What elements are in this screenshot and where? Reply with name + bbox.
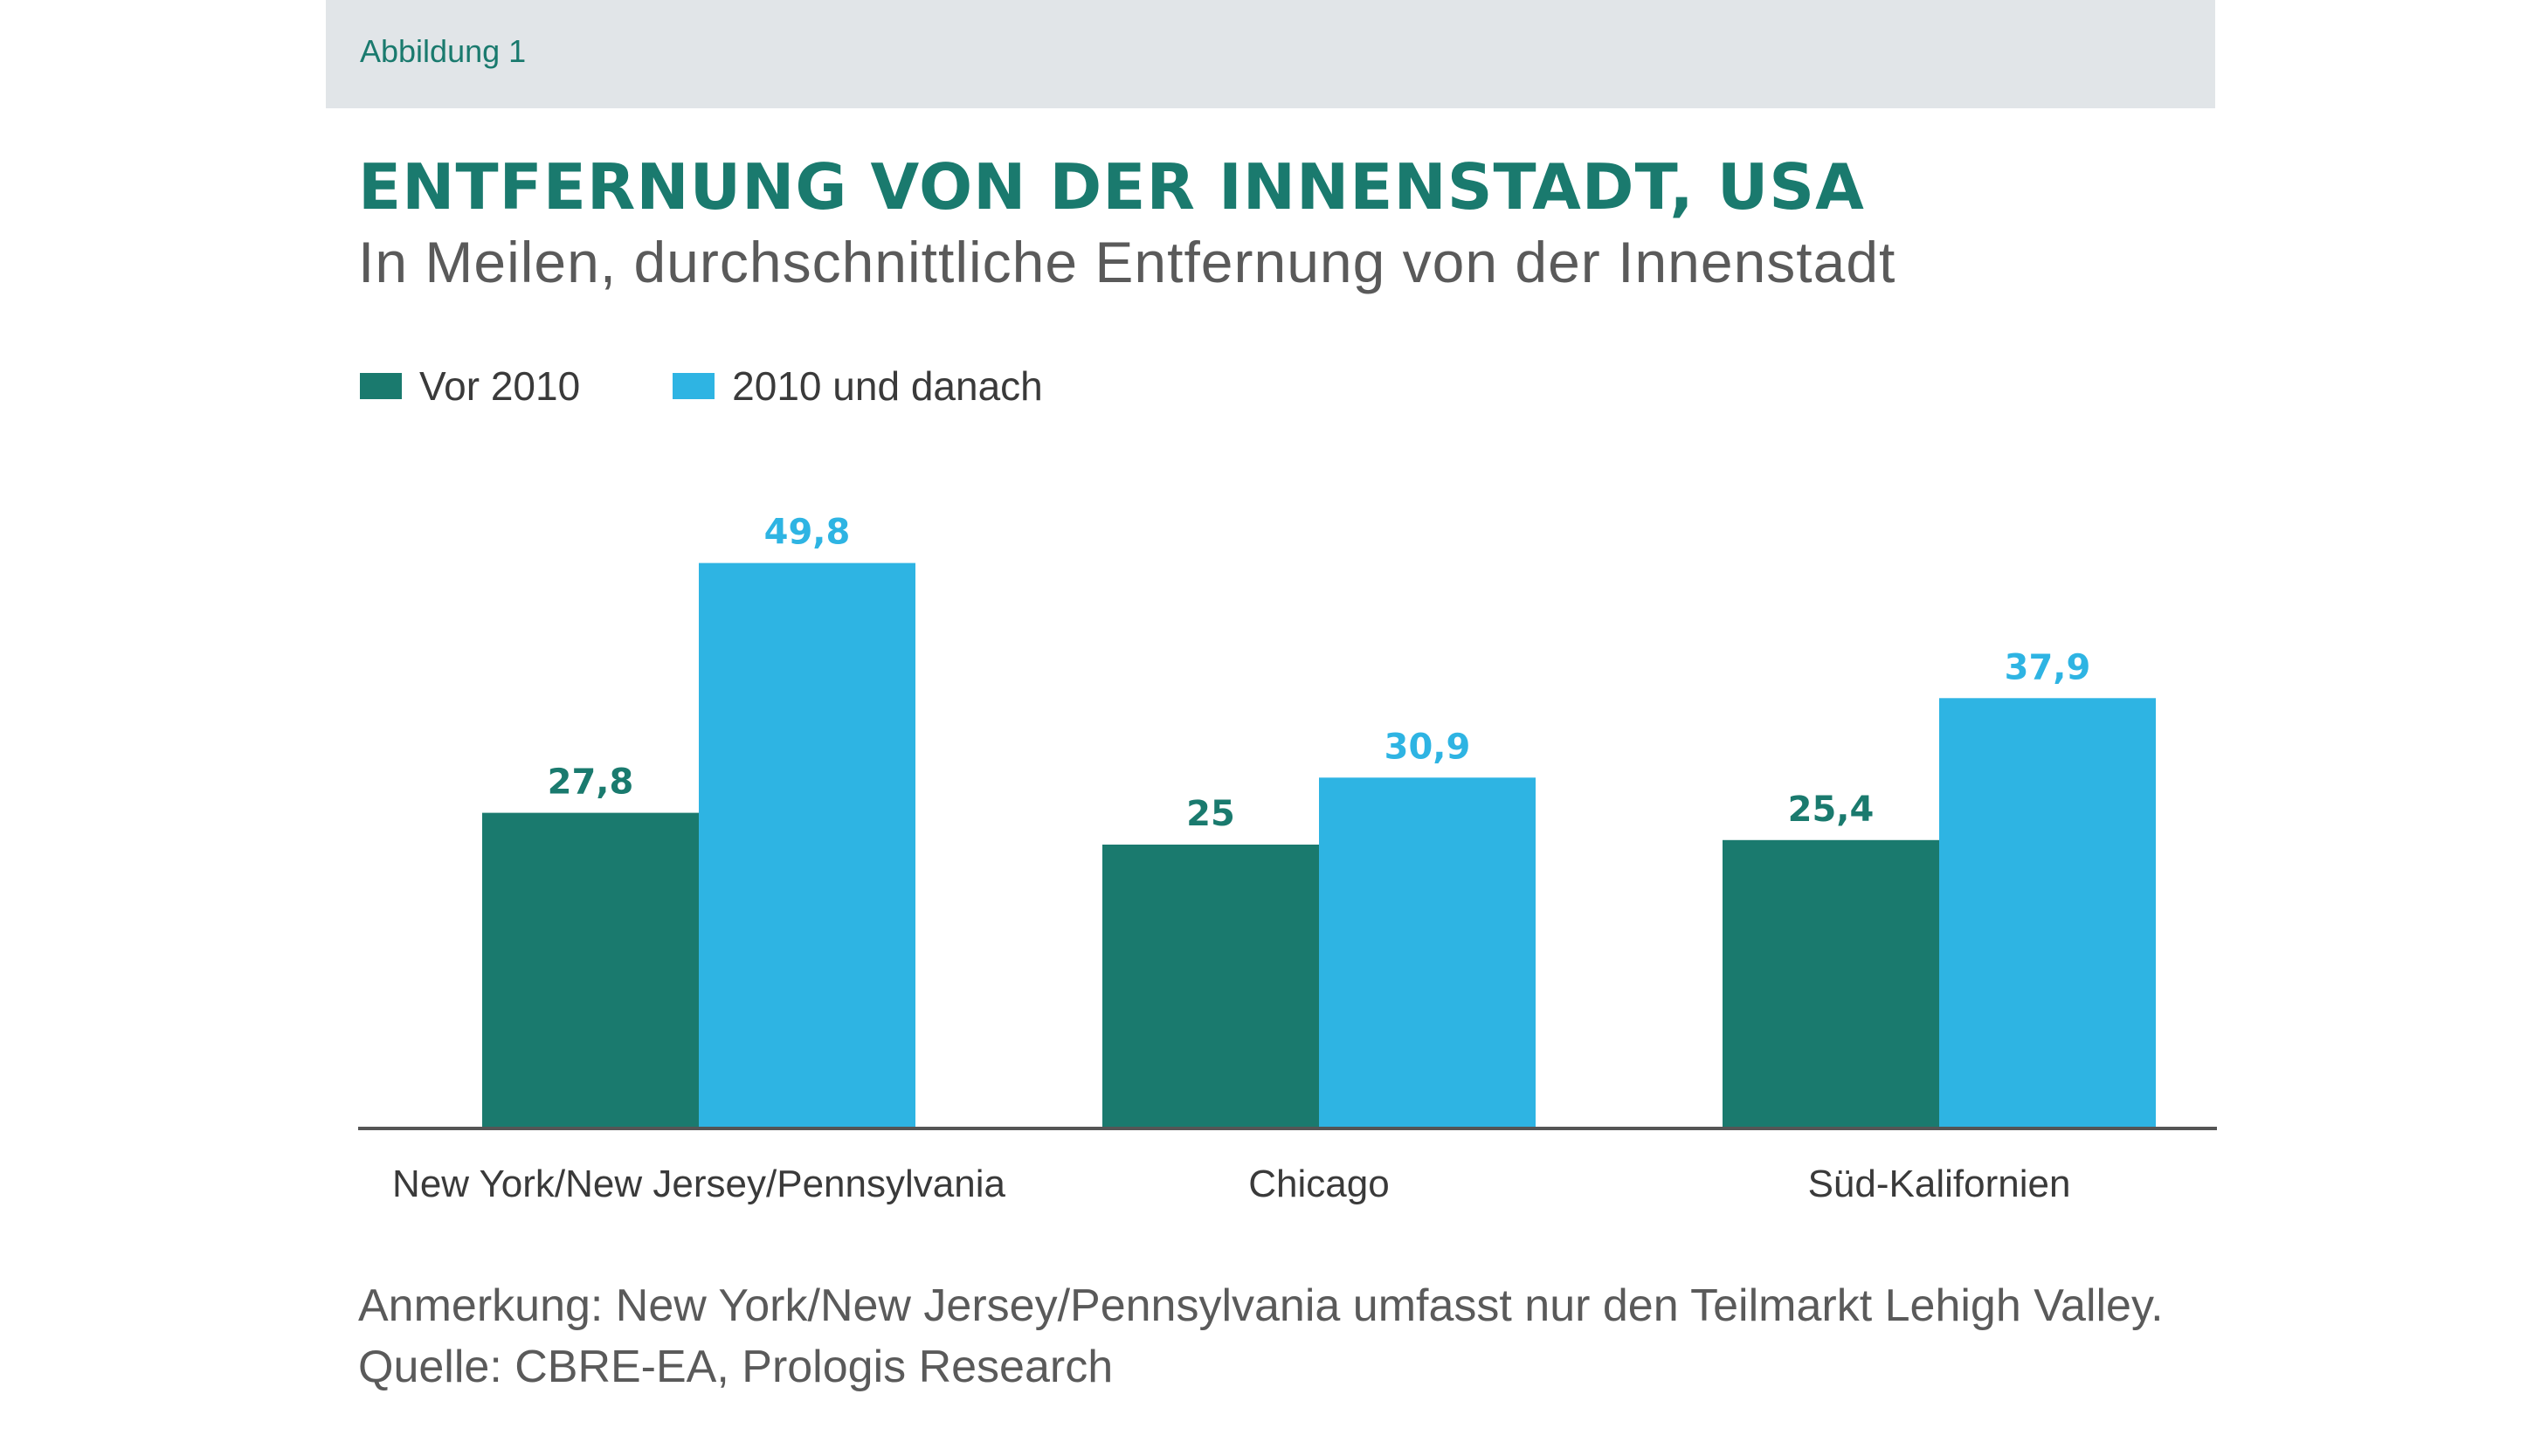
bar-new-york-new-jersey-pennsylvania-2010-und-danach [699, 562, 915, 1128]
legend-label-vor-2010: Vor 2010 [419, 363, 581, 409]
legend-item-2010-und-danach: 2010 und danach [673, 362, 1043, 410]
category-label-chicago: Chicago [1248, 1163, 1389, 1205]
chart-footnote: Anmerkung: New York/New Jersey/Pennsylva… [358, 1275, 2164, 1397]
bar-new-york-new-jersey-pennsylvania-vor-2010 [482, 812, 699, 1128]
data-label-new-york-new-jersey-pennsylvania-2010-und-danach: 49,8 [764, 513, 851, 553]
legend-label-2010-und-danach: 2010 und danach [732, 363, 1043, 409]
category-label-sued-kalifornien: Süd-Kalifornien [1808, 1163, 2071, 1205]
data-label-new-york-new-jersey-pennsylvania-vor-2010: 27,8 [548, 763, 634, 803]
chart-legend: Vor 2010 2010 und danach [360, 360, 1136, 412]
footnote-note: Anmerkung: New York/New Jersey/Pennsylva… [358, 1280, 2164, 1331]
data-label-chicago-vor-2010: 25 [1186, 794, 1235, 834]
figure-header-band [326, 0, 2215, 108]
bar-chicago-2010-und-danach [1319, 777, 1536, 1128]
legend-swatch-2010-und-danach [673, 373, 715, 399]
bar-sued-kalifornien-vor-2010 [1723, 839, 1939, 1128]
data-label-sued-kalifornien-2010-und-danach: 37,9 [2005, 647, 2091, 687]
figure-label: Abbildung 1 [360, 33, 527, 69]
bar-chicago-vor-2010 [1102, 845, 1319, 1128]
data-label-chicago-2010-und-danach: 30,9 [1384, 727, 1471, 767]
data-label-sued-kalifornien-vor-2010: 25,4 [1788, 790, 1875, 830]
chart-subtitle: In Meilen, durchschnittliche Entfernung … [358, 230, 1896, 294]
legend-swatch-vor-2010 [360, 373, 402, 399]
bar-sued-kalifornien-2010-und-danach [1939, 698, 2156, 1128]
legend-item-vor-2010: Vor 2010 [360, 362, 580, 410]
chart-title: ENTFERNUNG VON DER INNENSTADT, USA [358, 150, 1865, 224]
footnote-source: Quelle: CBRE-EA, Prologis Research [358, 1342, 1114, 1392]
category-label-new-york-new-jersey-pennsylvania: New York/New Jersey/Pennsylvania [392, 1163, 1005, 1205]
